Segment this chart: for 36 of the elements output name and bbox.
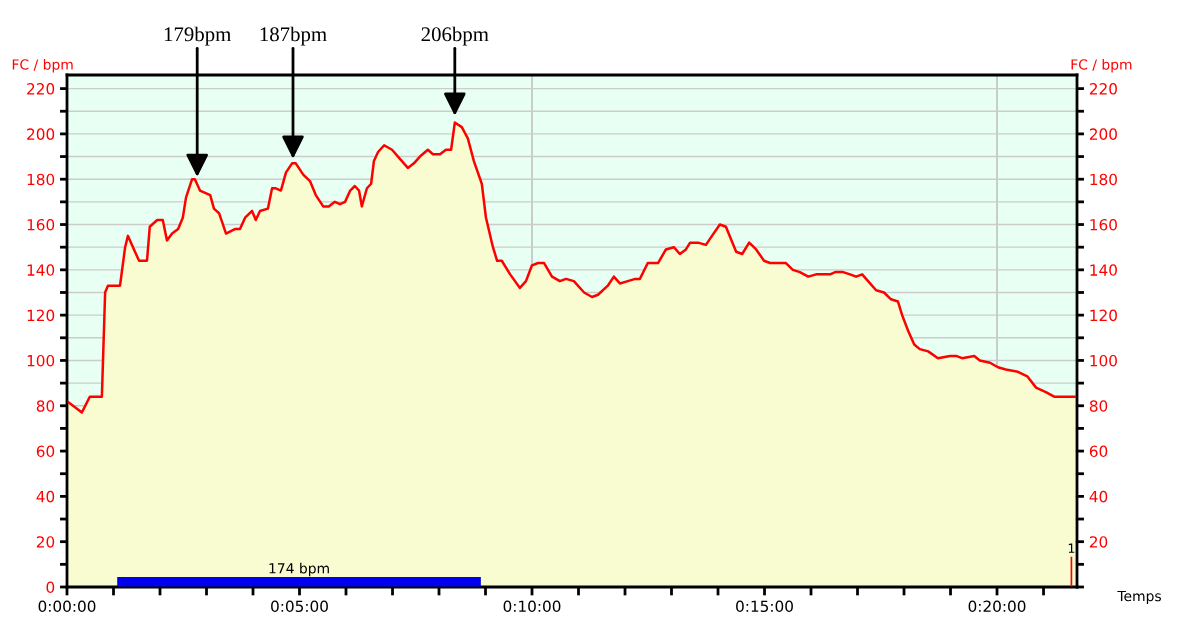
y-tick-label: 140 bbox=[27, 264, 55, 276]
x-tick-label: 0:00:00 bbox=[38, 600, 96, 613]
annotation: 1 bbox=[1068, 543, 1075, 553]
y2-tick-label: 180 bbox=[1090, 173, 1117, 186]
y-tick-label: 20 bbox=[36, 536, 55, 548]
y2-tick-label: 200 bbox=[1089, 128, 1117, 140]
y-tick-label: 180 bbox=[27, 173, 55, 186]
y2-tick-label: 220 bbox=[1089, 83, 1117, 95]
y-tick-label: 200 bbox=[27, 128, 55, 140]
annotation: 187bpm bbox=[260, 26, 327, 46]
y-tick-label: 120 bbox=[27, 309, 55, 322]
x-tick-label: 0:15:00 bbox=[736, 600, 793, 613]
x-tick-label: 0:20:00 bbox=[968, 600, 1026, 613]
x-axis-title: Temps bbox=[1117, 590, 1161, 604]
annotation: 206bpm bbox=[421, 26, 489, 46]
y-tick-label: 0 bbox=[46, 581, 55, 594]
x-tick-label: 0:10:00 bbox=[503, 600, 561, 613]
y2-axis-title: FC / bpm bbox=[1071, 59, 1132, 73]
series-label: 174 bpm bbox=[269, 562, 329, 577]
x-tick-label: 0:05:00 bbox=[271, 600, 328, 613]
y2-tick-label: 60 bbox=[1089, 445, 1108, 458]
y2-tick-label: 80 bbox=[1089, 400, 1108, 412]
y-tick-label: 100 bbox=[27, 354, 55, 367]
y2-tick-label: 20 bbox=[1089, 536, 1108, 548]
y-tick-label: 40 bbox=[36, 490, 55, 503]
y2-tick-label: 140 bbox=[1090, 264, 1117, 276]
y-tick-label: 220 bbox=[27, 83, 55, 95]
y-tick-label: 160 bbox=[27, 218, 55, 231]
y2-tick-label: 40 bbox=[1089, 490, 1108, 503]
annotation: 179bpm bbox=[164, 26, 232, 46]
y2-tick-label: 100 bbox=[1090, 354, 1117, 367]
y2-tick-label: 120 bbox=[1090, 309, 1117, 322]
y-tick-label: 60 bbox=[36, 445, 55, 458]
y-axis-title: FC / bpm bbox=[12, 59, 73, 73]
y2-tick-label: 160 bbox=[1090, 218, 1117, 231]
y-tick-label: 80 bbox=[36, 400, 55, 412]
